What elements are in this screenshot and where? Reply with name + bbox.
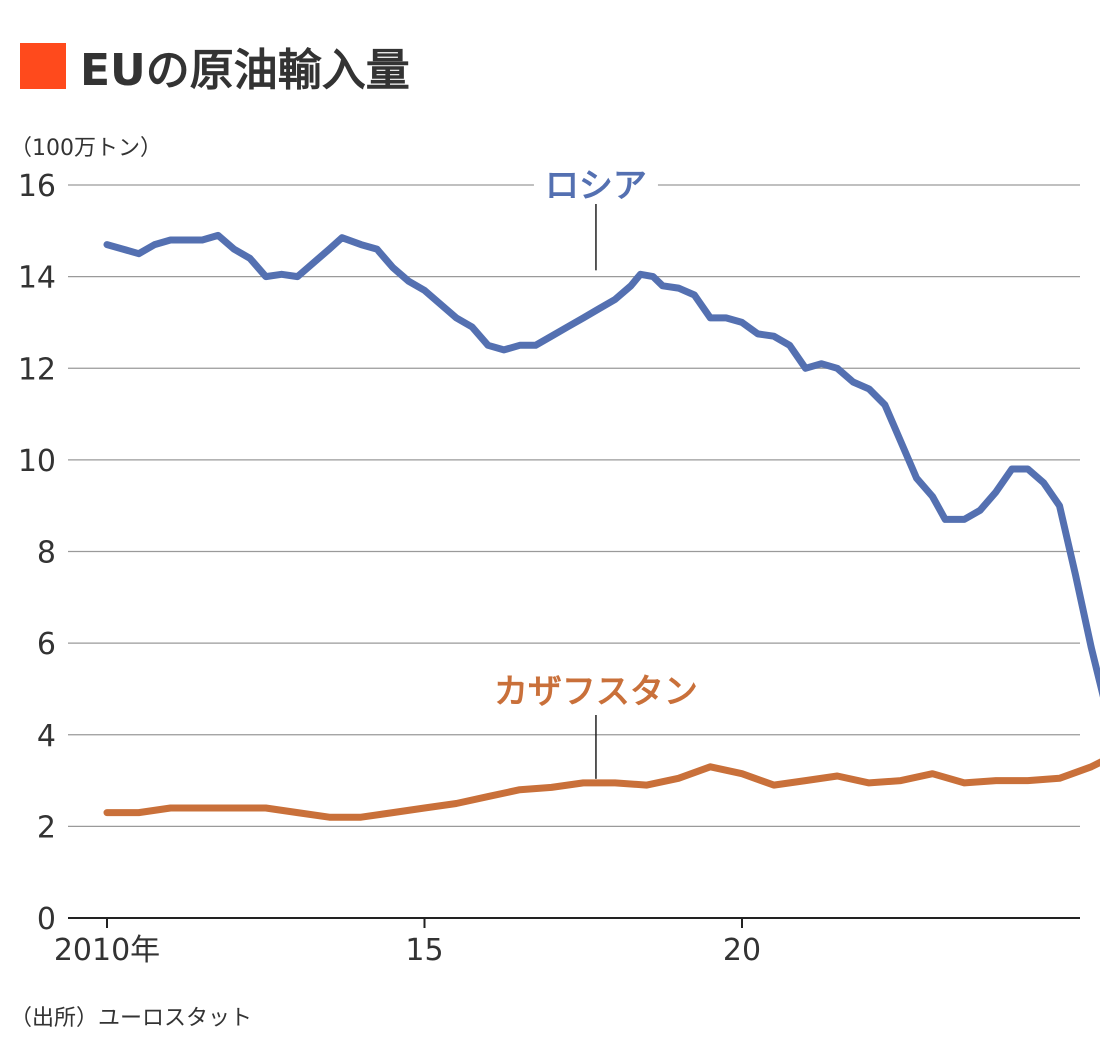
x-tick-label: 20 — [723, 933, 761, 968]
y-axis-unit-label: （100万トン） — [10, 136, 162, 161]
y-tick-labels: 0 2 4 6 8 10 12 14 16 — [18, 169, 56, 937]
series-lines — [103, 231, 1100, 821]
chart-title: EUの原油輸入量 — [80, 45, 410, 96]
y-tick-label: 16 — [18, 169, 56, 204]
series-label-1: カザフスタン — [494, 672, 698, 712]
y-tick-label: 0 — [37, 902, 56, 937]
series-line-0 — [103, 231, 1100, 698]
y-tick-label: 14 — [18, 261, 56, 296]
title-accent-square — [20, 43, 66, 89]
y-tick-label: 4 — [37, 719, 56, 754]
gridlines — [68, 184, 1080, 827]
series-label-background — [533, 161, 658, 207]
y-tick-label: 10 — [18, 444, 56, 479]
y-tick-label: 8 — [37, 536, 56, 571]
x-tick-label: 2010年 — [54, 933, 160, 968]
x-tick-label: 15 — [405, 933, 443, 968]
series-line-1 — [103, 758, 1100, 821]
series-label-0: ロシア — [545, 166, 647, 206]
source-note: （出所）ユーロスタット — [10, 1006, 252, 1031]
x-axis: 2010年 15 20 — [54, 917, 1080, 968]
y-tick-label: 6 — [37, 627, 56, 662]
y-tick-label: 2 — [37, 810, 56, 845]
y-tick-label: 12 — [18, 352, 56, 387]
